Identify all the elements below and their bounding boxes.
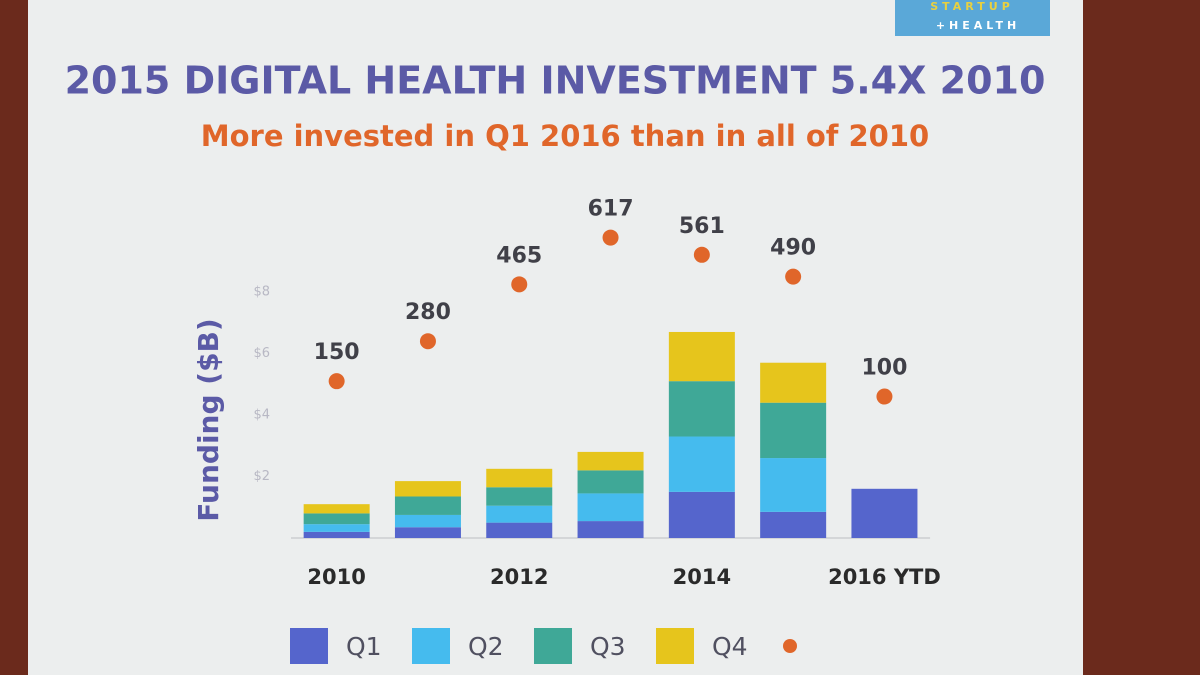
dot: [693, 246, 710, 263]
bar-segment: [486, 505, 553, 523]
data-label: 100: [861, 356, 907, 381]
bar-segment: [760, 402, 827, 459]
legend-label: Q2: [468, 632, 504, 661]
legend-marker: [783, 639, 797, 653]
bar-segment: [760, 458, 827, 512]
legend-swatch: [412, 628, 450, 664]
bar-segment: [851, 488, 918, 538]
bar-segment: [577, 521, 644, 538]
data-label: 465: [496, 243, 542, 268]
bar-segment: [577, 493, 644, 522]
bar-segment: [394, 496, 461, 515]
bar-segment: [760, 362, 827, 403]
data-label: 490: [770, 236, 816, 261]
logo-text: +HEALTH: [936, 19, 1020, 32]
x-tick-label: 2012: [490, 565, 548, 589]
x-tick-label: 2010: [307, 565, 365, 589]
dot: [785, 268, 802, 285]
bar-segment: [394, 514, 461, 528]
logo-text: STARTUP: [930, 0, 1014, 13]
bar-segment: [760, 511, 827, 538]
legend-swatch: [656, 628, 694, 664]
legend-label: Q1: [346, 632, 382, 661]
dot: [511, 276, 528, 293]
bar-segment: [303, 531, 370, 538]
legend-swatch: [534, 628, 572, 664]
bar-segment: [486, 468, 553, 488]
legend-label: Q3: [590, 632, 626, 661]
x-tick-label: 2014: [673, 565, 731, 589]
slide: [28, 0, 1083, 675]
y-tick-label: $8: [253, 285, 270, 300]
y-axis-label: Funding ($B): [192, 318, 225, 521]
bar-segment: [668, 436, 735, 492]
bar-segment: [303, 513, 370, 525]
bar-segment: [394, 527, 461, 538]
data-label: 617: [588, 197, 634, 222]
dot: [419, 333, 436, 350]
bar-segment: [668, 331, 735, 382]
bar-segment: [303, 504, 370, 514]
bar-segment: [486, 487, 553, 506]
y-tick-label: $4: [253, 408, 270, 423]
bar-segment: [668, 381, 735, 437]
bar-segment: [394, 481, 461, 497]
y-tick-label: $2: [253, 469, 270, 484]
bar-segment: [486, 522, 553, 538]
bar-segment: [668, 491, 735, 538]
bar-segment: [303, 524, 370, 532]
data-label: 150: [314, 340, 360, 365]
data-label: 280: [405, 300, 451, 325]
x-tick-label: 2016 YTD: [828, 565, 941, 589]
bar-segment: [577, 470, 644, 494]
data-label: 561: [679, 214, 725, 239]
dot: [602, 229, 619, 246]
logo-box: [895, 0, 1050, 36]
bar-segment: [577, 451, 644, 471]
legend-swatch: [290, 628, 328, 664]
legend-label: Q4: [712, 632, 748, 661]
dot: [876, 388, 893, 405]
y-tick-label: $6: [253, 346, 270, 361]
chart-title: 2015 DIGITAL HEALTH INVESTMENT 5.4X 2010: [65, 59, 1046, 103]
chart-subtitle: More invested in Q1 2016 than in all of …: [201, 119, 929, 153]
dot: [328, 373, 345, 390]
